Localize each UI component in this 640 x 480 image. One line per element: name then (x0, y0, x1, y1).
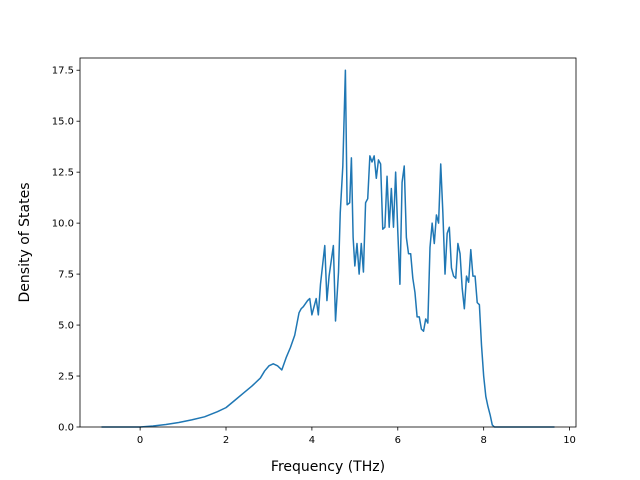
y-tick-label: 10.0 (52, 219, 74, 230)
y-tick-label: 15.0 (52, 117, 74, 128)
x-tick-label: 8 (480, 435, 486, 446)
y-tick-label: 17.5 (52, 66, 74, 77)
y-tick-label: 2.5 (58, 372, 74, 383)
x-axis-label: Frequency (THz) (271, 459, 385, 475)
x-tick-label: 0 (137, 435, 143, 446)
y-tick-label: 12.5 (52, 168, 74, 179)
y-axis-ticks: 0.0 2.5 5.0 7.5 10.0 12.5 15.0 17.5 (52, 66, 80, 434)
y-tick-label: 0.0 (58, 423, 74, 434)
y-axis-label: Density of States (17, 183, 33, 303)
x-tick-label: 4 (309, 435, 315, 446)
x-axis-ticks: 0 2 4 6 8 10 (137, 427, 576, 446)
plot-area (79, 57, 577, 428)
x-tick-label: 10 (563, 435, 576, 446)
y-tick-label: 5.0 (58, 321, 74, 332)
dos-line (101, 69, 555, 428)
axes-frame (79, 57, 577, 428)
x-tick-label: 2 (223, 435, 229, 446)
x-tick-label: 6 (395, 435, 401, 446)
y-tick-label: 7.5 (58, 270, 74, 281)
